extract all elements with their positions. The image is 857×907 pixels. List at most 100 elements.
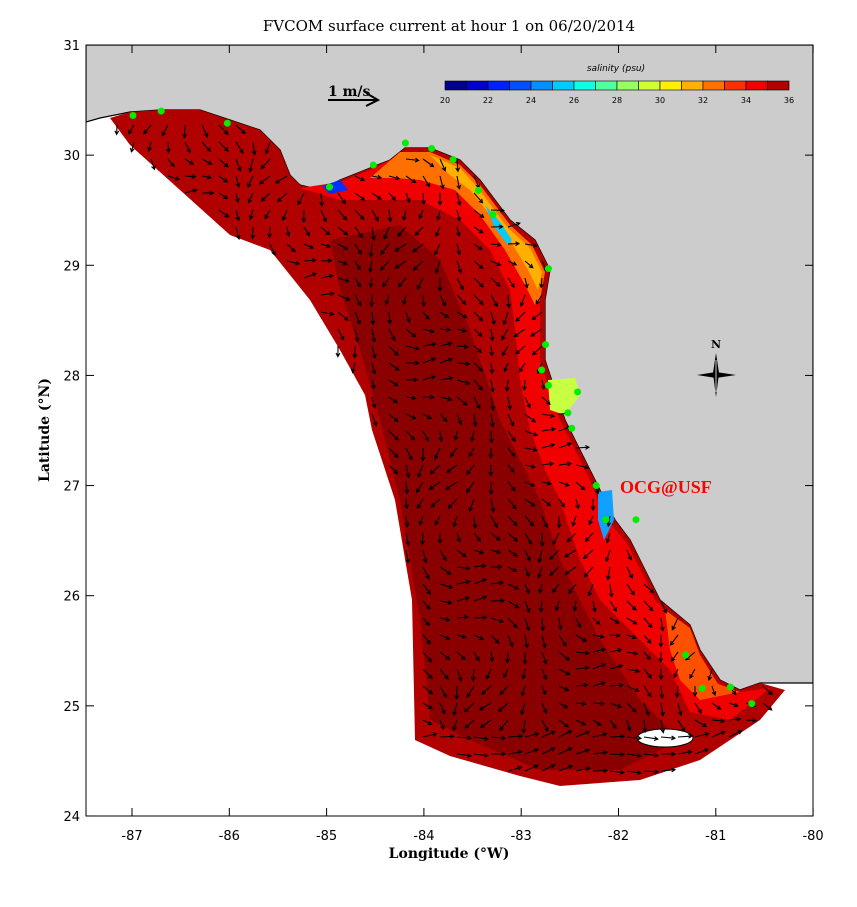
current-arrow [468,447,475,458]
current-arrow [673,668,679,679]
current-arrow [388,413,399,423]
current-arrow [669,634,679,646]
current-arrow [368,260,373,274]
current-arrow [397,226,407,237]
current-arrow [507,396,513,411]
current-arrow [422,342,437,347]
current-arrow [689,668,696,679]
current-arrow [728,716,742,722]
station-marker[interactable] [602,516,610,524]
current-arrow [286,260,301,266]
colorbar-bin [724,80,747,91]
current-arrow [383,226,390,240]
current-arrow [501,345,509,357]
current-arrow [473,345,483,354]
current-arrow [575,481,586,491]
station-marker[interactable] [574,388,582,396]
colorbar-tick-label: 24 [526,96,536,105]
station-marker[interactable] [544,381,552,389]
station-marker[interactable] [542,341,550,349]
ocg-usf-watermark: OCG@USF [620,477,712,497]
station-marker[interactable] [726,683,734,691]
station-marker[interactable] [474,186,482,194]
colorbar-tick-label: 20 [440,96,450,105]
current-arrow [490,515,498,529]
station-marker[interactable] [428,145,436,153]
station-marker[interactable] [369,161,377,169]
station-marker[interactable] [568,424,576,432]
station-marker[interactable] [538,366,546,374]
station-marker[interactable] [632,516,640,524]
current-arrow [129,141,135,153]
station-marker[interactable] [129,111,137,119]
current-arrow [456,735,473,741]
current-arrow [531,311,543,321]
current-arrow [447,498,458,509]
current-arrow [609,734,626,739]
current-arrow [671,617,679,631]
current-arrow [507,464,515,473]
current-arrow [626,753,642,758]
current-arrow [404,498,409,510]
current-arrow [405,175,417,184]
current-arrow [502,311,509,326]
current-arrow [201,190,215,196]
current-arrow [506,294,512,309]
current-arrow [489,413,495,428]
current-arrow [524,748,540,755]
current-arrow [479,719,492,729]
current-arrow [524,277,529,289]
station-marker[interactable] [489,211,497,219]
current-arrow [388,192,397,202]
current-arrow [354,175,366,182]
current-arrow [472,413,478,428]
current-arrow [605,532,611,544]
current-arrow [456,634,467,639]
current-arrow [371,209,379,222]
current-arrow [507,447,516,458]
current-arrow [439,719,445,731]
current-arrow [626,566,634,580]
current-arrow [405,157,420,163]
current-arrow [575,444,591,450]
axis-ticks: -87 -86 -85 -84 -83 -82 -81 -80 24 25 26 27 28 29 30 31 [63,39,823,844]
current-arrow [626,651,639,656]
colorbar-bin [509,80,532,91]
current-arrow [267,226,272,239]
station-marker[interactable] [449,156,457,164]
current-arrow [558,730,573,738]
station-marker[interactable] [592,482,600,490]
current-arrow [371,379,376,390]
current-arrow [422,357,437,364]
current-arrow [473,578,488,585]
current-arrow [235,175,241,188]
current-arrow [507,260,518,266]
current-arrow [643,702,650,717]
current-arrow [473,192,484,204]
station-marker[interactable] [682,651,690,659]
station-marker[interactable] [544,265,552,273]
current-arrow [428,481,441,490]
station-marker[interactable] [223,119,231,127]
current-arrow [405,192,411,204]
current-arrow [568,583,577,595]
station-marker[interactable] [564,409,572,417]
current-arrow [592,732,608,738]
station-marker[interactable] [698,684,706,692]
station-marker[interactable] [401,139,409,147]
current-arrow [466,464,475,476]
current-arrow [660,719,666,734]
current-arrow [520,702,526,716]
y-tick-label: 28 [63,369,80,384]
current-arrow [522,651,528,665]
station-marker[interactable] [326,183,334,191]
station-marker[interactable] [748,700,756,708]
x-axis-label: Longitude (°W) [389,846,510,862]
current-arrow [473,226,484,234]
station-marker[interactable] [157,107,165,115]
current-arrow [456,753,472,758]
current-arrow [609,752,626,757]
current-arrow [558,651,571,661]
current-arrow [369,294,375,308]
current-arrow [371,396,377,409]
